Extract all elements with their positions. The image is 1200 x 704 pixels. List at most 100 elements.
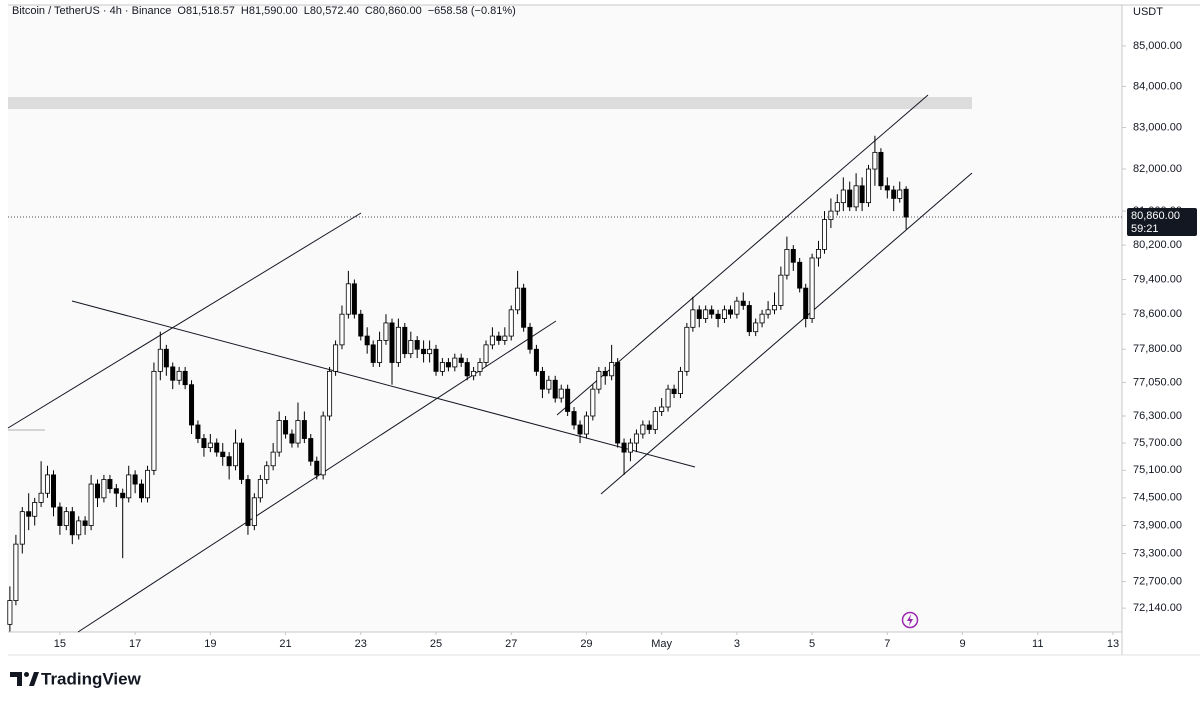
candle-body	[295, 420, 301, 444]
candle-body	[546, 379, 552, 390]
candle-body	[439, 362, 445, 372]
candle-body	[421, 348, 427, 355]
candle-body	[740, 300, 746, 306]
x-tick-label: 13	[1107, 638, 1119, 650]
candle-body	[477, 362, 483, 372]
ohlc-low: L80,572.40	[304, 5, 359, 17]
candle-body	[414, 340, 420, 350]
candle-body	[633, 433, 639, 444]
candle-body	[709, 309, 715, 315]
candle-body	[677, 370, 683, 395]
candle-body	[233, 442, 239, 467]
candle-body	[276, 420, 282, 453]
candle-body	[746, 305, 752, 333]
candle-body	[822, 219, 828, 250]
candle-body	[339, 313, 345, 346]
trendline	[556, 94, 929, 416]
candle-body	[583, 415, 589, 435]
candle-body	[715, 313, 721, 319]
countdown: 59:21	[1131, 223, 1159, 235]
candle-body	[132, 474, 138, 485]
candle-body	[76, 520, 82, 536]
candle-body	[270, 451, 276, 467]
candle-body	[753, 322, 759, 333]
candle-body	[527, 326, 533, 350]
candle-body	[151, 370, 157, 471]
candle-body	[44, 474, 50, 494]
candle-body	[721, 309, 727, 319]
candle-body	[13, 543, 19, 601]
candle-body	[652, 411, 658, 430]
y-tick-label: 79,400.00	[1133, 273, 1182, 285]
last-price-label: 80,860.00	[1131, 210, 1180, 222]
event-icon[interactable]	[901, 611, 919, 629]
candle-body	[176, 370, 182, 381]
candle-body	[101, 479, 107, 499]
candle-body	[627, 442, 633, 453]
candle-body	[220, 451, 226, 458]
candle-body	[82, 520, 88, 526]
candle-body	[207, 442, 213, 448]
candle-body	[389, 322, 395, 363]
candle-body	[828, 210, 834, 220]
candle-body	[797, 261, 803, 289]
candle-body	[840, 189, 846, 204]
candle-body	[815, 249, 821, 259]
trendlines	[7, 94, 973, 633]
candle-body	[95, 483, 101, 499]
candle-body	[408, 340, 414, 355]
candle-body	[351, 283, 357, 315]
x-tick-label: 7	[884, 638, 890, 650]
candle-body	[853, 185, 859, 208]
candle-body	[214, 442, 220, 453]
candle-body	[602, 370, 608, 377]
candle-body	[301, 420, 307, 439]
y-tick-label: 77,800.00	[1133, 343, 1182, 355]
candle-body	[521, 287, 527, 328]
y-tick-label: 72,700.00	[1133, 576, 1182, 588]
candle-body	[771, 305, 777, 311]
candle-body	[88, 483, 94, 526]
candle-body	[464, 362, 470, 377]
candle-body	[834, 202, 840, 212]
candle-body	[703, 309, 709, 319]
candle-body	[226, 456, 232, 467]
y-tick-label: 75,100.00	[1133, 464, 1182, 476]
candle-body	[333, 344, 339, 372]
x-tick-label: 15	[54, 638, 66, 650]
tradingview-logo: TradingView	[10, 669, 142, 688]
y-tick-label: 73,900.00	[1133, 519, 1182, 531]
candle-body	[289, 433, 295, 444]
candle-body	[458, 357, 464, 363]
candle-body	[157, 348, 163, 372]
candle-body	[377, 340, 383, 363]
candle-body	[571, 411, 577, 426]
y-tick-label: 85,000.00	[1133, 40, 1182, 52]
header-legend: Bitcoin / TetherUS · 4h · Binance O81,518…	[12, 5, 516, 17]
candle-body	[63, 511, 69, 526]
y-tick-label: 83,000.00	[1133, 121, 1182, 133]
x-tick-label: 25	[430, 638, 442, 650]
x-tick-label: 17	[129, 638, 141, 650]
candle-body	[57, 506, 63, 526]
candle-body	[402, 326, 408, 355]
candle-body	[251, 497, 257, 526]
y-tick-label: 80,200.00	[1133, 239, 1182, 251]
ohlc-high: H81,590.00	[241, 5, 298, 17]
candle-body	[257, 479, 263, 499]
candle-body	[671, 388, 677, 395]
trendline	[71, 300, 696, 468]
candle-body	[38, 492, 44, 503]
candle-body	[790, 249, 796, 263]
candle-body	[508, 309, 514, 337]
candle-body	[558, 388, 564, 399]
ohlc-close: C80,860.00	[365, 5, 422, 17]
candle-body	[195, 424, 201, 439]
x-tick-label: 29	[580, 638, 592, 650]
x-tick-label: 21	[279, 638, 291, 650]
candle-body	[163, 348, 169, 368]
x-tick-label: May	[651, 638, 672, 650]
y-tick-label: 74,500.00	[1133, 492, 1182, 504]
candle-body	[370, 344, 376, 363]
brand-name: TradingView	[41, 669, 142, 688]
